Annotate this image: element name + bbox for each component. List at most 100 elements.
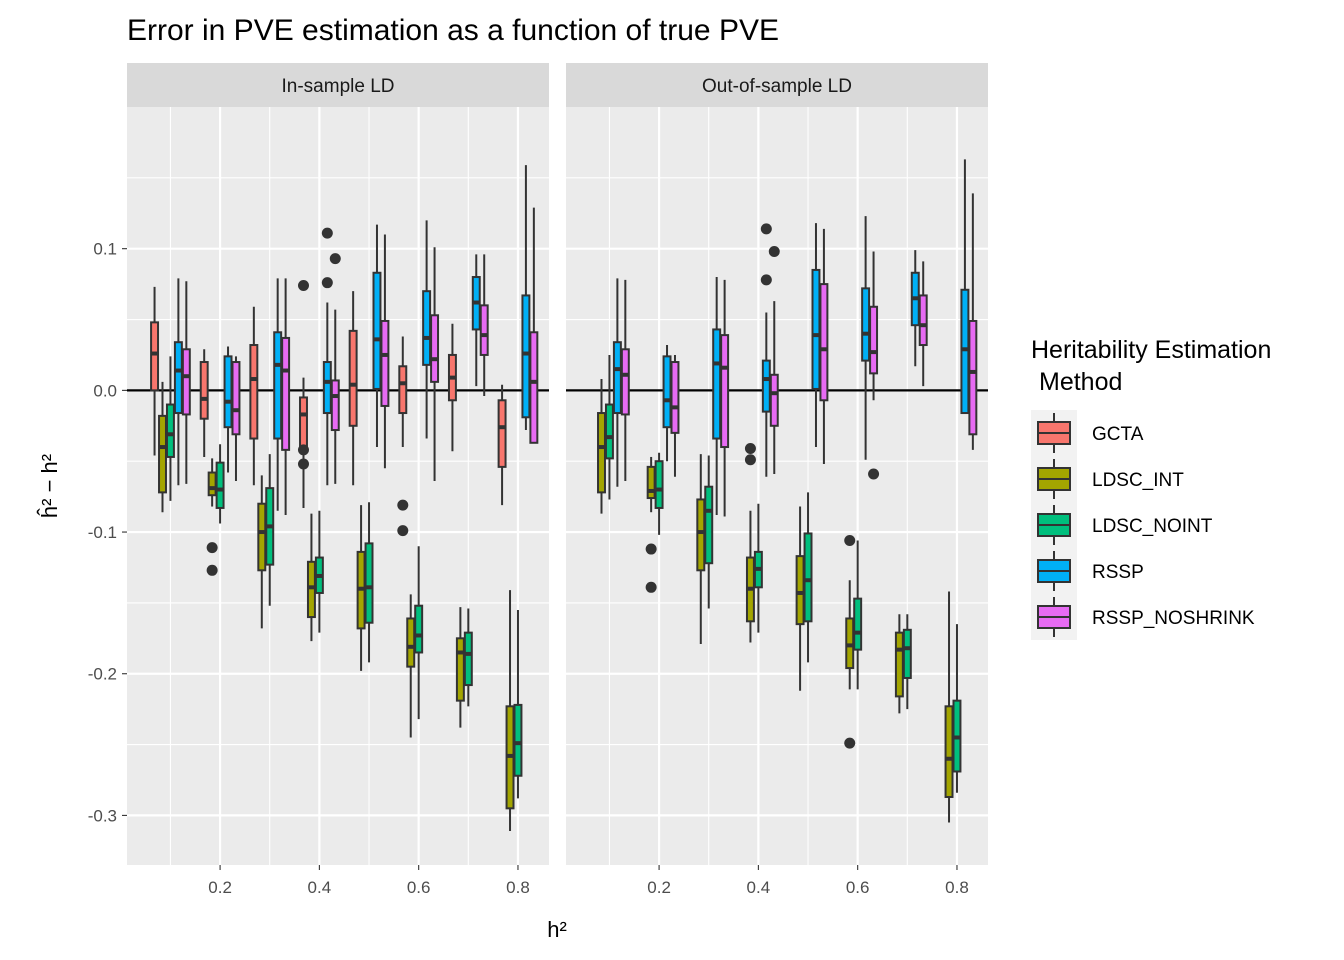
box-body — [662, 355, 672, 429]
legend-title-line-1: Heritability Estimation — [1031, 336, 1271, 364]
box-rssp-noshrink — [968, 193, 978, 450]
box-body — [165, 403, 175, 458]
legend-title-line-2: Method — [1039, 368, 1122, 396]
box-ldsc-noint — [513, 609, 523, 799]
box-body — [150, 321, 160, 392]
box-body — [364, 542, 374, 624]
panel-out-of-sample: Out-of-sample LD 0.2 0.4 0.6 0.8 — [566, 63, 988, 897]
legend: Heritability Estimation Method GCTA LDSC_… — [1031, 336, 1271, 640]
box-rssp — [471, 254, 481, 387]
y-tick-label: -0.1 — [88, 523, 117, 542]
x-tick-label: 0.6 — [846, 878, 870, 897]
legend-label: LDSC_INT — [1092, 470, 1184, 491]
box-rssp — [861, 216, 871, 460]
box-gcta — [397, 336, 409, 537]
x-tick-label: 0.6 — [407, 878, 431, 897]
box-body — [372, 271, 382, 390]
box-ldsc-noint — [853, 540, 863, 690]
box-body — [654, 460, 664, 509]
box-body — [181, 348, 191, 416]
outlier-point — [329, 253, 341, 265]
box-rssp-noshrink — [181, 281, 191, 484]
legend-item-rssp: RSSP — [1031, 548, 1144, 594]
box-body — [960, 288, 970, 415]
legend-label: GCTA — [1092, 424, 1144, 445]
panel-strip — [127, 63, 549, 107]
box-ldsc-noint — [704, 455, 714, 609]
box-ldsc-int — [158, 381, 167, 513]
box-body — [398, 365, 408, 415]
box-rssp-noshrink — [380, 234, 390, 469]
box-rssp-noshrink — [768, 246, 780, 474]
box-ldsc-noint — [654, 452, 664, 535]
box-body — [207, 471, 217, 497]
box-body — [529, 331, 539, 444]
box-gcta — [199, 349, 209, 457]
box-rssp-noshrink — [868, 251, 880, 480]
box-ldsc-noint — [803, 492, 813, 663]
box-body — [696, 498, 706, 572]
panel-boxes — [597, 159, 978, 823]
legend-label: RSSP_NOSHRINK — [1092, 608, 1255, 629]
box-body — [902, 628, 912, 679]
box-body — [231, 361, 241, 436]
box-body — [521, 294, 531, 419]
box-rssp — [422, 220, 432, 439]
box-body — [811, 268, 821, 390]
legend-label: RSSP — [1092, 562, 1144, 583]
box-body — [894, 631, 904, 698]
outlier-point — [645, 581, 657, 593]
box-body — [646, 465, 656, 500]
box-body — [348, 329, 358, 427]
box-body — [604, 403, 614, 460]
y-tick-label: 0.1 — [93, 240, 117, 259]
outlier-point — [397, 499, 409, 511]
outlier-point — [397, 525, 409, 537]
x-tick-label: 0.2 — [647, 878, 671, 897]
outlier-point — [645, 543, 657, 555]
outlier-point — [760, 223, 772, 235]
outlier-point — [744, 454, 756, 466]
box-rssp-noshrink — [231, 356, 241, 482]
x-axis-ticks: 0.2 0.4 0.6 0.8 — [208, 865, 530, 897]
outlier-point — [868, 468, 880, 480]
box-body — [612, 341, 622, 415]
box-body — [322, 361, 332, 415]
y-axis-title: ĥ² − h² — [37, 454, 62, 518]
box-body — [173, 341, 183, 415]
box-gcta — [447, 323, 457, 452]
box-body — [869, 305, 879, 375]
box-rssp-noshrink — [529, 207, 539, 444]
box-rssp-noshrink — [670, 354, 680, 477]
box-body — [819, 283, 829, 402]
box-body — [861, 287, 871, 362]
box-gcta — [297, 280, 309, 508]
box-body — [704, 485, 714, 565]
panel-background — [566, 107, 988, 865]
box-body — [944, 705, 954, 798]
box-gcta — [150, 286, 160, 456]
x-tick-label: 0.4 — [308, 878, 332, 897]
outlier-point — [297, 444, 309, 456]
box-ldsc-int — [744, 442, 756, 643]
outlier-point — [321, 277, 333, 289]
box-body — [306, 560, 316, 619]
legend-item-gcta: GCTA — [1031, 410, 1144, 456]
legend-label: LDSC_NOINT — [1092, 516, 1213, 537]
box-gcta — [249, 306, 259, 486]
box-rssp-noshrink — [281, 278, 291, 516]
box-ldsc-int — [257, 475, 267, 629]
box-body — [497, 399, 507, 468]
box-body — [761, 359, 771, 413]
outlier-point — [206, 542, 218, 554]
box-rssp — [173, 278, 183, 486]
x-axis-ticks: 0.2 0.4 0.6 0.8 — [647, 865, 969, 897]
outlier-point — [206, 564, 218, 576]
box-ldsc-int — [356, 505, 366, 671]
box-body — [281, 336, 291, 451]
y-axis-ticks: 0.1 0.0 -0.1 -0.2 -0.3 — [88, 240, 127, 825]
box-body — [380, 319, 390, 407]
box-body — [455, 637, 465, 702]
box-body — [199, 361, 209, 420]
